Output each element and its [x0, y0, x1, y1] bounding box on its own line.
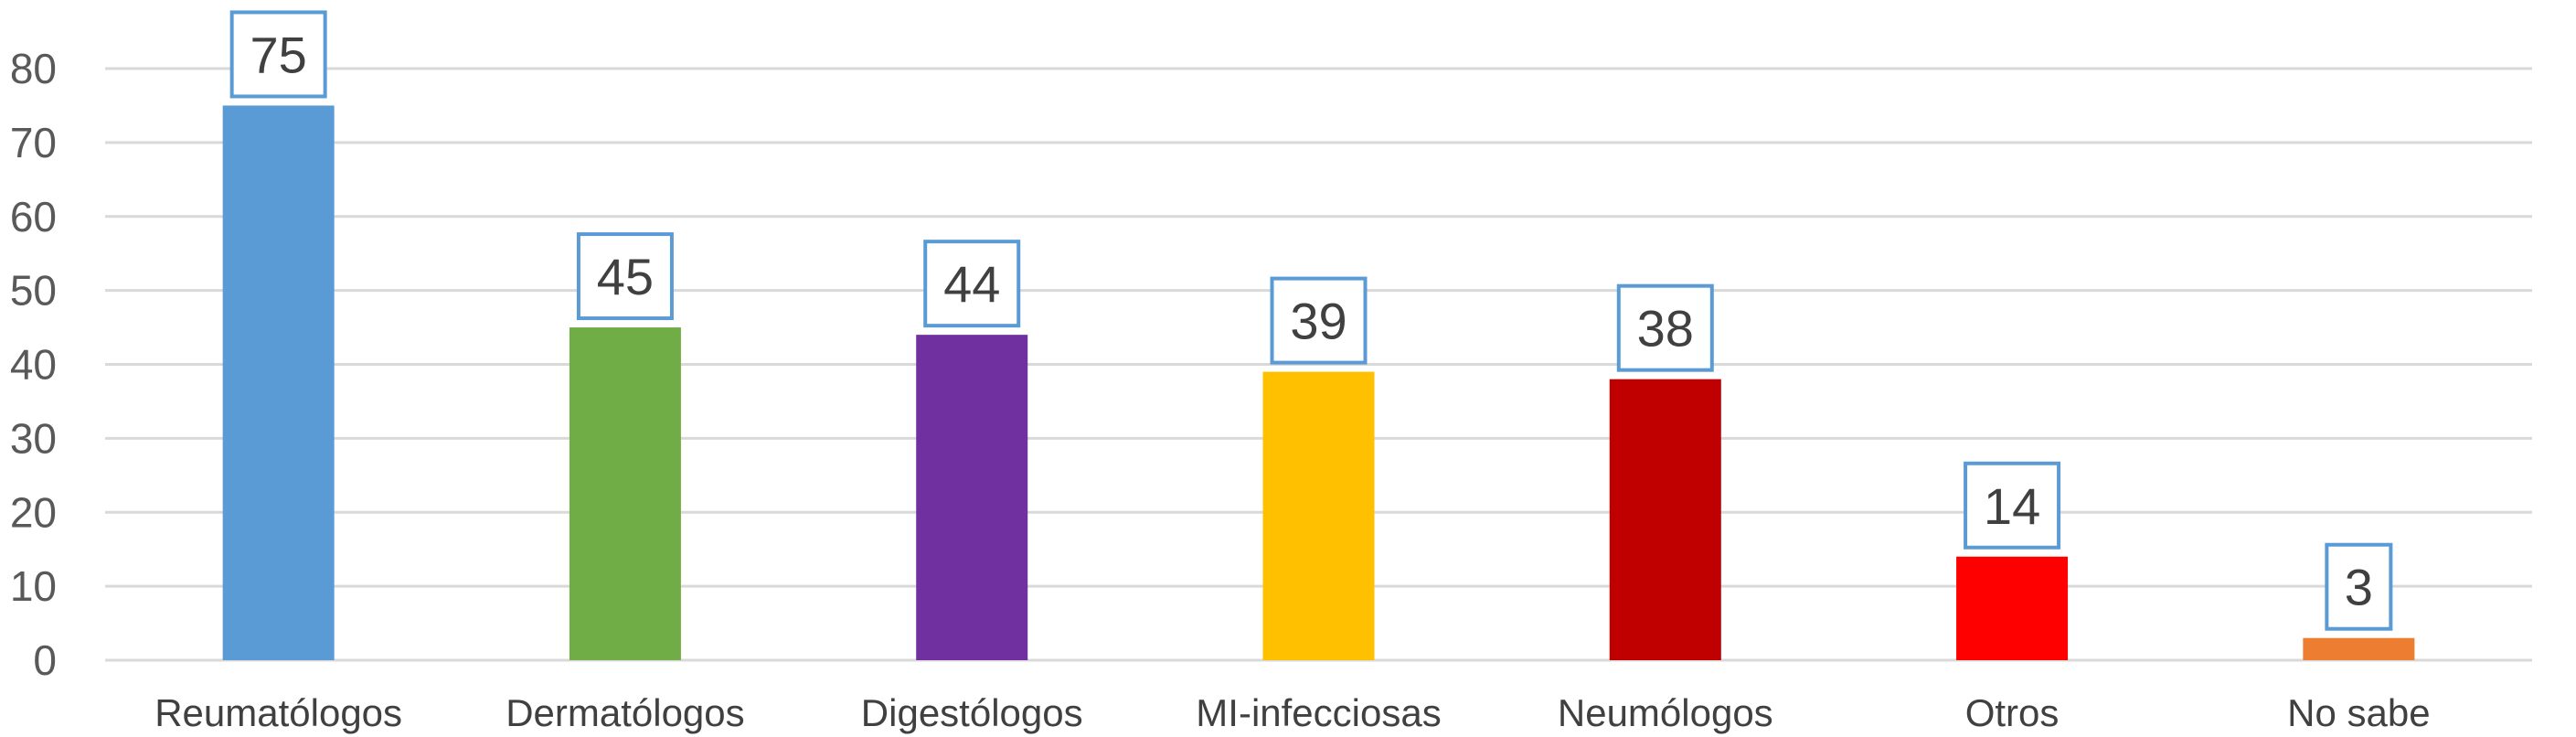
data-label-box — [1964, 461, 2061, 550]
data-label-box — [1616, 283, 1714, 372]
data-label-box — [2325, 542, 2393, 631]
y-tick-label: 50 — [10, 267, 57, 315]
data-label: 44 — [943, 255, 1000, 313]
data-label: 14 — [1984, 477, 2040, 535]
bar — [1262, 371, 1375, 660]
data-label-box — [576, 232, 674, 321]
y-tick-label: 40 — [10, 341, 57, 389]
y-tick-label: 0 — [33, 636, 57, 684]
x-axis: Reumatólogos Dermatólogos Digestólogos MI-i… — [154, 691, 2430, 734]
data-label-box — [1270, 276, 1368, 365]
y-axis: 0 10 20 30 40 50 60 70 80 — [10, 45, 57, 684]
data-labels: 75 45 44 39 38 14 3 — [229, 10, 2393, 631]
bar — [569, 327, 681, 660]
data-label: 3 — [2345, 559, 2373, 616]
data-label: 45 — [597, 248, 654, 305]
data-label-box — [229, 10, 327, 99]
bar — [1956, 556, 2069, 660]
bar — [916, 335, 1028, 660]
x-tick-label: Neumólogos — [1558, 691, 1773, 734]
y-tick-label: 30 — [10, 414, 57, 462]
data-label-box — [923, 240, 1021, 328]
data-label: 75 — [250, 26, 306, 83]
x-tick-label: MI-infecciosas — [1196, 691, 1441, 734]
y-tick-label: 10 — [10, 562, 57, 610]
bar — [1609, 379, 1721, 660]
data-label: 39 — [1290, 293, 1347, 350]
y-tick-label: 60 — [10, 193, 57, 240]
x-tick-label: Otros — [1965, 691, 2060, 734]
data-label: 38 — [1637, 300, 1694, 358]
y-tick-label: 80 — [10, 45, 57, 92]
bar — [2303, 637, 2415, 660]
x-tick-label: Dermatólogos — [506, 691, 744, 734]
x-tick-label: Digestólogos — [861, 691, 1083, 734]
x-tick-label: Reumatólogos — [154, 691, 402, 734]
bar — [222, 105, 335, 660]
bars — [222, 105, 2415, 660]
y-tick-label: 20 — [10, 488, 57, 536]
x-tick-label: No sabe — [2287, 691, 2430, 734]
y-tick-label: 70 — [10, 119, 57, 166]
